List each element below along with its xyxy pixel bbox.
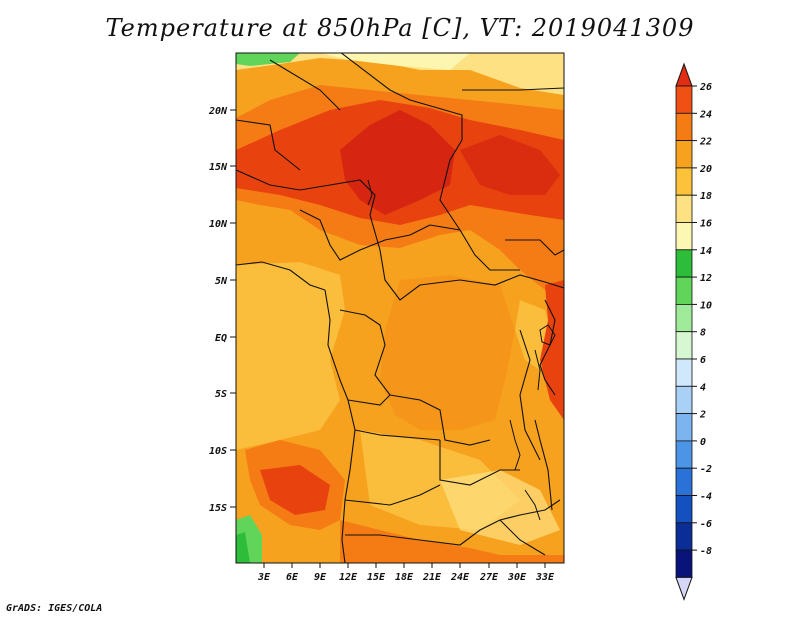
colorbar-under-arrow [675, 576, 693, 601]
colorbar-swatch [675, 276, 693, 305]
colorbar-swatch [675, 112, 693, 142]
colorbar-label: 4 [700, 382, 706, 393]
colorbar-swatch [675, 331, 693, 360]
colorbar-swatch [675, 440, 693, 469]
colorbar-label: -8 [700, 546, 712, 557]
lon-tick-label: 18E [395, 572, 414, 583]
colorbar-swatch [675, 522, 693, 551]
colorbar-swatch [675, 167, 693, 196]
temperature-field [236, 53, 564, 563]
colorbar-swatch [675, 549, 693, 578]
lon-tick-label: 3E [257, 572, 271, 583]
lon-tick-label: 6E [286, 572, 299, 583]
lon-tick-label: 12E [339, 572, 358, 583]
lon-axis: 3E 6E 9E 12E 15E 18E 21E 24E 27E 30E 33E [257, 563, 555, 583]
map-title: Temperature at 850hPa [C], VT: 201904130… [105, 14, 695, 42]
lat-tick-label: 10N [209, 219, 228, 230]
colorbar-label: 10 [700, 300, 712, 311]
colorbar-swatch [675, 222, 693, 251]
colorbar-swatch [675, 194, 693, 223]
lon-tick-label: 15E [367, 572, 386, 583]
lon-tick-label: 27E [479, 572, 499, 583]
lat-tick-label: 15N [209, 162, 228, 173]
colorbar-swatch [675, 467, 693, 496]
country-borders [236, 53, 564, 563]
colorbar-label: -2 [700, 464, 712, 475]
colorbar-swatch [675, 249, 693, 278]
colorbar-swatch [675, 303, 693, 333]
colorbar-swatch [675, 413, 693, 442]
colorbar-swatch [675, 385, 693, 414]
colorbar-swatch [675, 495, 693, 524]
lat-tick-label: 10S [209, 446, 227, 457]
colorbar-label: 22 [699, 137, 712, 148]
colorbar-over-arrow [675, 62, 693, 87]
lon-tick-label: 21E [422, 572, 442, 583]
colorbar-label: 12 [700, 273, 712, 284]
colorbar-label: -6 [700, 519, 712, 530]
colorbar-label: 2 [699, 410, 706, 421]
north-cool-band [236, 53, 564, 95]
colorbar-label: 16 [700, 219, 712, 230]
lon-tick-label: 24E [450, 572, 470, 583]
grads-credit: GrADS: IGES/COLA [6, 603, 103, 614]
colorbar-label: 8 [700, 328, 706, 339]
colorbar-label: 18 [700, 191, 712, 202]
map-frame [235, 52, 565, 564]
lat-tick-label: 5S [215, 389, 227, 400]
lat-tick-label: 15S [209, 503, 227, 514]
lon-tick-label: 30E [507, 572, 527, 583]
lat-tick-label: 20N [208, 106, 228, 117]
congo-basin [380, 275, 515, 430]
lon-tick-label: 9E [314, 572, 327, 583]
colorbar-swatch [675, 140, 693, 169]
colorbar-label: 20 [699, 164, 712, 175]
colorbar-label: -4 [700, 492, 712, 503]
lat-tick-label: 5N [215, 276, 228, 287]
lat-tick-label: EQ [215, 333, 227, 344]
lat-axis: 20N 15N 10N 5N EQ 5S 10S 15S [208, 106, 236, 514]
lakes [367, 179, 556, 521]
colorbar-label: 24 [699, 109, 712, 120]
colorbar-label: 26 [699, 82, 712, 93]
lon-tick-label: 33E [535, 572, 555, 583]
colorbar-label: 14 [700, 246, 712, 257]
colorbar-label: 0 [700, 437, 706, 448]
colorbar-label: 6 [700, 355, 706, 366]
colorbar-swatch [675, 358, 693, 387]
colorbar-swatch [675, 85, 693, 114]
